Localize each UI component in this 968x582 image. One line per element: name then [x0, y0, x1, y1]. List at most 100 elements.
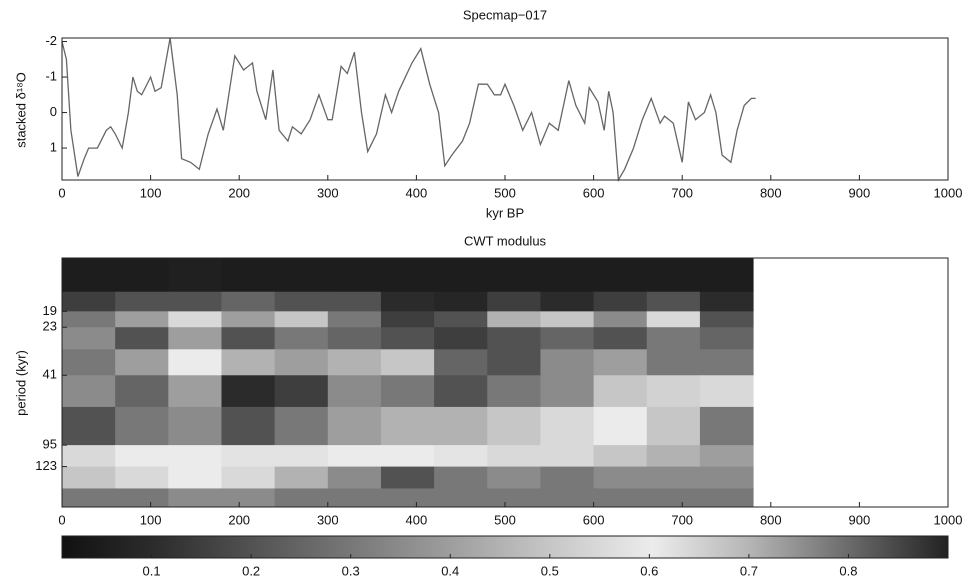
heatmap-cell	[593, 466, 648, 489]
heatmap-cell	[487, 445, 541, 468]
heatmap-cell	[593, 291, 648, 312]
heatmap-cell	[487, 466, 541, 489]
heatmap-cell	[593, 258, 648, 293]
heatmap-cell	[327, 311, 382, 328]
heatmap-cell	[168, 466, 222, 489]
y-tick-label: -1	[45, 68, 57, 83]
heatmap-cell	[646, 445, 701, 468]
x-tick-label: 900	[849, 512, 871, 527]
heatmap-cell	[434, 406, 488, 446]
x-tick-label: 0	[58, 512, 65, 527]
heatmap-cell	[593, 406, 648, 446]
heatmap-cell	[115, 406, 169, 446]
y-tick-label: 23	[43, 319, 57, 334]
heatmap-cell	[540, 375, 595, 408]
heatmap-cell	[62, 291, 116, 312]
heatmap-cell	[274, 349, 329, 376]
heatmap-cell	[168, 258, 222, 293]
heatmap-cell	[434, 349, 488, 376]
data-line	[61, 37, 756, 183]
heatmap-cell	[699, 349, 754, 376]
heatmap-cell	[434, 311, 488, 328]
heatmap-cell	[487, 327, 541, 350]
heatmap-cell	[221, 258, 276, 293]
heatmap-cell	[62, 488, 116, 508]
heatmap-cell	[380, 406, 435, 446]
heatmap-cell	[540, 258, 595, 293]
top-title: Specmap−017	[463, 7, 547, 22]
heatmap-cell	[593, 488, 648, 508]
heatmap-cell	[593, 445, 648, 468]
x-tick-label: 400	[406, 512, 428, 527]
heatmap-cell	[62, 311, 116, 328]
heatmap-cell	[115, 375, 169, 408]
heatmap-cell	[115, 445, 169, 468]
heatmap-cell	[168, 327, 222, 350]
heatmap-cell	[221, 375, 276, 408]
heatmap-cell	[62, 406, 116, 446]
heatmap-cell	[221, 327, 276, 350]
heatmap-cell	[380, 327, 435, 350]
heatmap-cell	[380, 445, 435, 468]
heatmap-cell	[327, 488, 382, 508]
colorbar	[62, 536, 948, 558]
heatmap-cell	[115, 466, 169, 489]
colorbar-tick-label: 0.1	[143, 563, 161, 578]
heatmap-cell	[434, 375, 488, 408]
heatmap-cell	[274, 327, 329, 350]
heatmap-cell	[487, 311, 541, 328]
heatmap-cell	[274, 488, 329, 508]
x-tick-label: 300	[317, 512, 339, 527]
heatmap-cell	[221, 349, 276, 376]
heatmap-cell	[699, 445, 754, 468]
heatmap-cell	[699, 406, 754, 446]
heatmap-cell	[274, 375, 329, 408]
heatmap-cell	[327, 445, 382, 468]
heatmap-cell	[327, 258, 382, 293]
heatmap-cell	[221, 488, 276, 508]
heatmap-cell	[274, 258, 329, 293]
heatmap-cell	[62, 466, 116, 489]
colorbar-tick-label: 0.2	[242, 563, 260, 578]
colorbar-tick-label: 0.3	[342, 563, 360, 578]
heatmap-cell	[434, 258, 488, 293]
x-tick-label: 900	[849, 185, 871, 200]
heatmap-cell	[62, 349, 116, 376]
heatmap-cell	[593, 311, 648, 328]
x-tick-label: 600	[583, 185, 605, 200]
x-tick-label: 300	[317, 185, 339, 200]
heatmap-cell	[434, 445, 488, 468]
colorbar-tick-label: 0.7	[740, 563, 758, 578]
y-tick-label: 0	[50, 104, 57, 119]
heatmap-cell	[699, 258, 754, 293]
heatmap-cell	[699, 291, 754, 312]
heatmap-cell	[221, 445, 276, 468]
x-tick-label: 700	[671, 512, 693, 527]
colorbar-tick-label: 0.4	[441, 563, 459, 578]
heatmap-cell	[380, 488, 435, 508]
heatmap-cell	[380, 258, 435, 293]
heatmap-cell	[115, 488, 169, 508]
x-tick-label: 500	[494, 185, 516, 200]
heatmap-cell	[699, 488, 754, 508]
colorbar-tick-label: 0.6	[640, 563, 658, 578]
x-tick-label: 1000	[934, 512, 963, 527]
heatmap-cell	[380, 291, 435, 312]
heatmap-cell	[168, 349, 222, 376]
x-tick-label: 800	[760, 185, 782, 200]
x-tick-label: 1000	[934, 185, 963, 200]
heatmap-cell	[115, 327, 169, 350]
heatmap-cell	[115, 311, 169, 328]
x-tick-label: 200	[228, 512, 250, 527]
heatmap-cell	[487, 258, 541, 293]
x-tick-label: 800	[760, 512, 782, 527]
heatmap-cell	[221, 466, 276, 489]
x-tick-label: 100	[140, 512, 162, 527]
heatmap-cell	[540, 291, 595, 312]
heatmap-cell	[115, 349, 169, 376]
heatmap-cell	[593, 349, 648, 376]
heatmap-cell	[487, 349, 541, 376]
heatmap-cell	[540, 327, 595, 350]
heatmap-cell	[646, 375, 701, 408]
heatmap-cell	[646, 406, 701, 446]
